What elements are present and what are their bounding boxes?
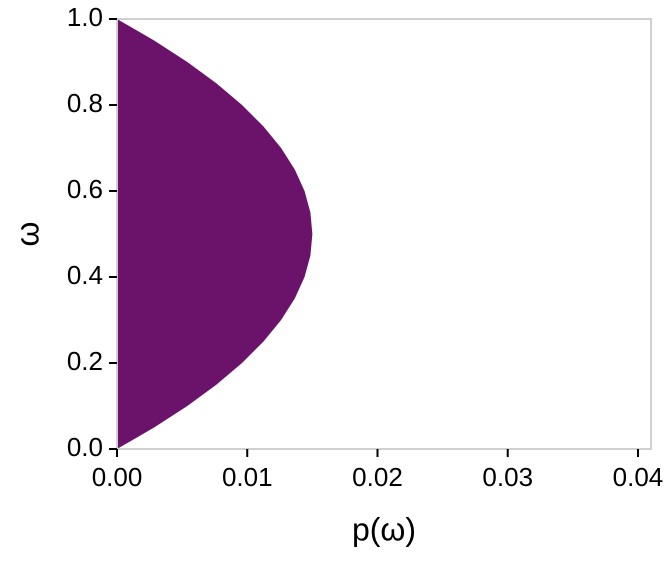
y-tick-label: 0.2 bbox=[67, 346, 103, 376]
x-tick-label: 0.03 bbox=[482, 462, 533, 492]
y-tick-label: 0.4 bbox=[67, 260, 103, 290]
x-tick-label: 0.01 bbox=[222, 462, 273, 492]
plot-frame bbox=[116, 18, 652, 450]
x-tick-label: 0.04 bbox=[613, 462, 664, 492]
x-tick-label: 0.02 bbox=[352, 462, 403, 492]
density-area bbox=[117, 19, 313, 449]
x-axis-label: p(ω) bbox=[352, 511, 416, 547]
y-tick-label: 0.8 bbox=[67, 88, 103, 118]
y-tick-label: 0.6 bbox=[67, 174, 103, 204]
y-tick-label: 0.0 bbox=[67, 432, 103, 462]
y-axis-label: ω bbox=[9, 222, 45, 247]
x-tick-label: 0.00 bbox=[92, 462, 143, 492]
y-tick-label: 1.0 bbox=[67, 2, 103, 32]
